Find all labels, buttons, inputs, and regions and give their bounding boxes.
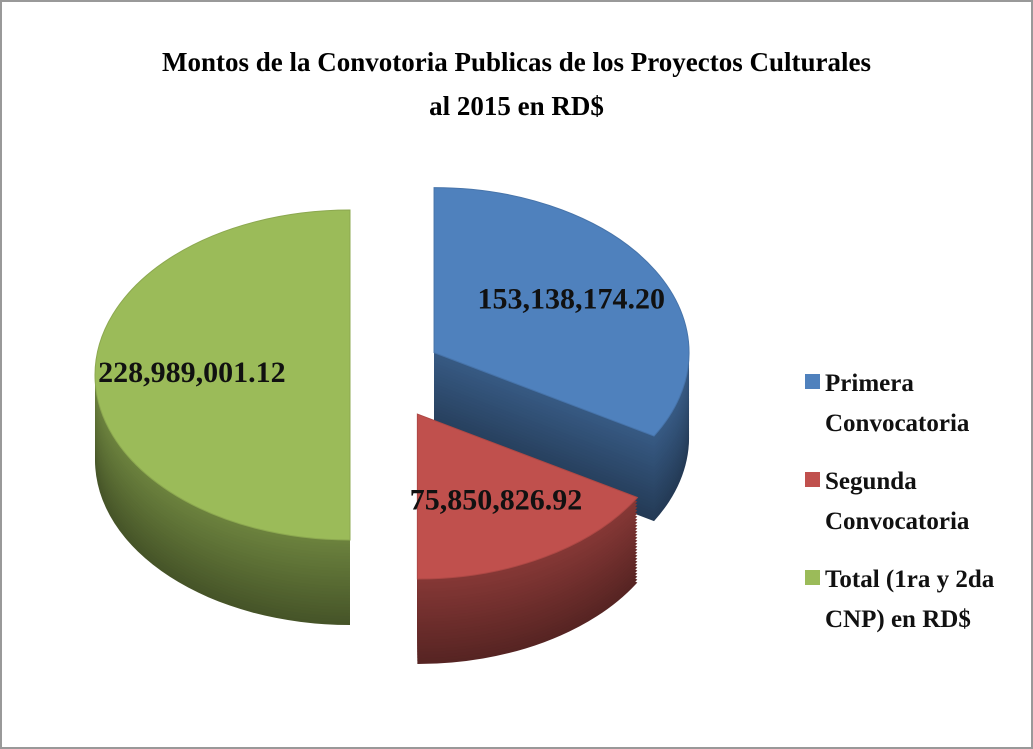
legend-box: Total (1ra y 2da CNP) en RD$ [825, 566, 995, 633]
value-label: 228,989,001.12 [98, 356, 286, 389]
legend-box: Primera Convocatoria [825, 370, 970, 437]
legend-swatch [805, 570, 820, 585]
value-label: 153,138,174.20 [477, 283, 665, 316]
slice [416, 413, 639, 580]
legend-label: Primera Convocatoria [825, 370, 970, 437]
slice-group [433, 187, 690, 522]
slice-group [416, 413, 639, 665]
slice [94, 209, 351, 541]
slice [433, 187, 690, 437]
legend-box: Segunda Convocatoria [825, 468, 970, 535]
legend-swatch [805, 472, 820, 487]
slice-group [94, 209, 351, 625]
title-box: Montos de la Convotoria Publicas de los … [162, 47, 871, 121]
chart-title: Montos de la Convotoria Publicas de los … [162, 47, 871, 121]
legend-label: Segunda Convocatoria [825, 468, 970, 535]
value-label: 75,850,826.92 [410, 484, 583, 517]
legend-swatch [805, 374, 820, 389]
legend-label: Total (1ra y 2da CNP) en RD$ [825, 566, 995, 633]
